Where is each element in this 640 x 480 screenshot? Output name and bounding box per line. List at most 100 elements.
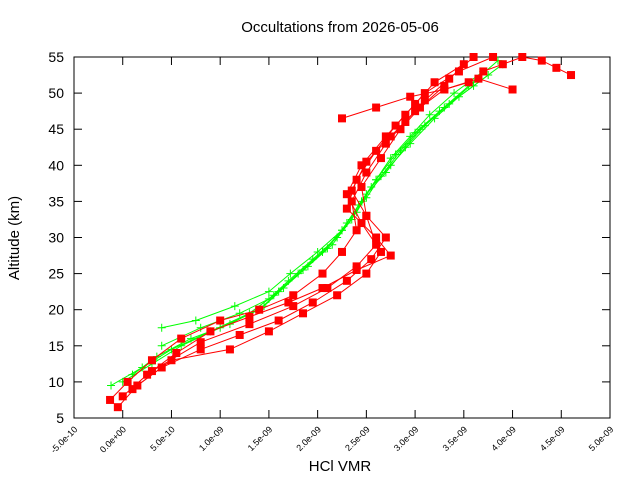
series-2-point (464, 78, 473, 87)
series-1-point (308, 255, 317, 264)
series-1-point (338, 226, 346, 235)
series-1-point (196, 323, 205, 332)
series-2-point (118, 392, 127, 401)
series-2-point (508, 85, 517, 94)
series-2-point (469, 53, 478, 61)
series-2-point (338, 247, 346, 256)
series-2-point (123, 377, 132, 386)
series-1-point (157, 341, 166, 350)
series-2-point (362, 168, 371, 177)
series-1-point (411, 128, 420, 137)
series-2-point (177, 334, 186, 343)
series-2-point (454, 67, 463, 76)
series-2-point (396, 125, 405, 134)
plot-area: 5 10 15 20 25 30 35 40 45 50 55 -5.0e-10 0.0e+00 5.0e… (48, 49, 615, 455)
series-2-point (347, 197, 356, 206)
series-2-point (567, 71, 576, 80)
y-tick-label: 10 (48, 374, 64, 390)
series-2-point (362, 211, 371, 220)
series-2-point (216, 316, 225, 325)
series-1-point (269, 291, 278, 300)
x-tick-label: 0.0e+00 (98, 424, 128, 454)
y-tick-label: 55 (48, 49, 64, 65)
series-2-point (372, 233, 381, 242)
y-tick-label: 40 (48, 157, 64, 173)
series-2-point (225, 345, 234, 354)
series-2-point (342, 190, 351, 199)
x-tick-label: 4.5e-09 (538, 424, 567, 453)
y-tick-label: 15 (48, 338, 64, 354)
series-1-point (294, 269, 303, 278)
y-tick-label: 20 (48, 302, 64, 318)
series-2-point (445, 74, 454, 83)
series-2-point (362, 157, 371, 166)
series-2-point (357, 182, 366, 191)
series-2-point (352, 262, 361, 271)
series-2-point (474, 74, 483, 83)
series-2-point (357, 161, 366, 170)
series-2-point (113, 403, 122, 412)
series-2-point (289, 302, 298, 311)
y-tick-label: 50 (48, 85, 64, 101)
y-tick-label: 30 (48, 230, 64, 246)
series-2-point (537, 56, 546, 65)
series-1-point (415, 125, 424, 134)
series-1-point (264, 287, 273, 296)
series-1-point (450, 89, 459, 98)
series-2-point (167, 356, 176, 365)
series-2-point (352, 226, 361, 235)
series-1-point (372, 175, 381, 184)
series-2-point (289, 291, 298, 300)
series-2-point (459, 60, 468, 69)
x-tick-label: 2.0e-09 (294, 424, 323, 453)
series-1-point (386, 161, 395, 170)
x-tick-label: 3.0e-09 (392, 424, 421, 453)
series-1-point (313, 247, 322, 256)
series-1-point (186, 334, 195, 343)
series-2-point (128, 385, 137, 394)
x-tick-label: 4.0e-09 (489, 424, 518, 453)
series-1-point (406, 139, 415, 148)
x-tick-label: 1.5e-09 (246, 424, 275, 453)
series-2-line (132, 56, 494, 390)
series-2-point (264, 327, 273, 336)
series-2-point (143, 370, 152, 379)
series-2-point (172, 349, 181, 358)
series-2-point (362, 269, 371, 278)
series-2-point (518, 53, 527, 61)
series-1-line (161, 74, 489, 347)
series-2-point (318, 269, 327, 278)
series-2-point (347, 186, 356, 195)
x-tick-label: 5.0e-10 (148, 424, 177, 453)
series-1-point (157, 323, 166, 332)
series-1-line (122, 63, 504, 383)
series-1-point (425, 110, 434, 119)
series-1-point (286, 269, 295, 278)
series-2-point (357, 219, 366, 228)
series-2-point (323, 284, 332, 293)
series-2-point (401, 110, 410, 119)
series-1-point (435, 107, 444, 116)
series-2-point (342, 204, 351, 213)
series-2-point (318, 284, 327, 293)
x-tick-label: 3.5e-09 (441, 424, 470, 453)
series-2-point (274, 316, 283, 325)
series-2-point (196, 345, 205, 354)
series-2-point (406, 92, 415, 101)
series-2-point (338, 114, 346, 123)
series-2-point (147, 367, 156, 376)
series-2-point (381, 233, 390, 242)
series-2-point (308, 298, 317, 307)
series-2-point (376, 154, 385, 163)
series-2-point (386, 251, 395, 260)
series-2-point (372, 240, 381, 249)
series-2-point (284, 298, 293, 307)
series-2-point (367, 255, 376, 264)
x-tick-label: 5.0e-09 (587, 424, 616, 453)
series-1-point (177, 341, 186, 350)
series-1-point (381, 168, 390, 177)
chart-title: Occultations from 2026-05-06 (241, 19, 439, 36)
series-2-point (381, 139, 390, 148)
